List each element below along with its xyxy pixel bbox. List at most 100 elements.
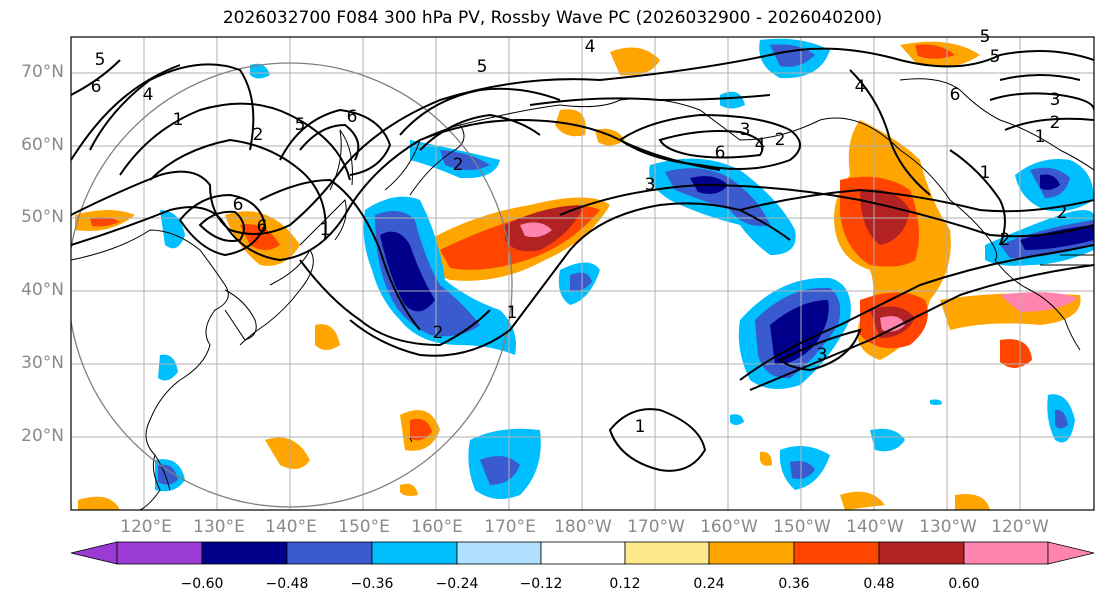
contour-label: 5 — [295, 115, 306, 135]
colorbar-tick: 0.36 — [778, 576, 810, 592]
lon-label: 150°W — [773, 517, 831, 537]
lon-label: 160°E — [411, 517, 463, 537]
lon-label: 160°W — [700, 517, 758, 537]
contour-label: 6 — [715, 143, 726, 163]
contour-label: 2 — [433, 323, 444, 343]
pv-blob — [250, 63, 270, 79]
contour-label: 2 — [1057, 203, 1068, 223]
contour-label: 1 — [173, 110, 184, 130]
colorbar-swatch — [708, 541, 795, 565]
contour-label: 4 — [755, 135, 766, 155]
pv-shading — [75, 38, 1094, 510]
pv-blob — [78, 496, 120, 510]
contour-label: 6 — [91, 77, 102, 97]
lon-label: 140°E — [265, 517, 317, 537]
colorbar-swatch — [878, 541, 965, 565]
lon-label: 180°W — [554, 517, 612, 537]
colorbar-swatch — [963, 541, 1049, 565]
lon-label: 130°E — [193, 517, 245, 537]
pv-blob — [1040, 174, 1060, 190]
pv-blob — [930, 399, 942, 405]
lon-label: 170°W — [627, 517, 685, 537]
lat-label: 30°N — [21, 353, 64, 373]
pv-blob — [790, 461, 815, 479]
lat-label: 20°N — [21, 426, 64, 446]
pv-blob — [1000, 339, 1032, 369]
lon-label: 140°W — [846, 517, 904, 537]
pv-blob — [880, 316, 905, 332]
colorbar-tick: −0.36 — [350, 576, 394, 592]
colorbar-swatch — [116, 541, 203, 565]
contour-label: 1 — [507, 303, 518, 323]
contour-label: 1 — [320, 220, 331, 240]
pv-blob — [555, 109, 586, 137]
colorbar-swatch — [456, 541, 542, 565]
pv-blob — [760, 451, 772, 466]
colorbar-extend-low — [70, 541, 118, 565]
pv-blob — [1055, 409, 1068, 429]
contour-label: 5 — [477, 57, 488, 77]
colorbar-tick: −0.24 — [435, 576, 479, 592]
colorbar-tick: −0.48 — [265, 576, 309, 592]
lon-label: 120°W — [991, 517, 1049, 537]
pv-blob — [720, 91, 745, 109]
colorbar-swatch — [793, 541, 880, 565]
contour-label: 2 — [775, 130, 786, 150]
pv-blob — [955, 494, 990, 510]
lat-label: 40°N — [21, 280, 64, 300]
pv-blob — [315, 324, 340, 350]
pv-blob — [870, 428, 905, 452]
contour-label: 2 — [453, 155, 464, 175]
contour-label: 6 — [347, 107, 358, 127]
colorbar-swatch — [201, 541, 288, 565]
pv-blob — [915, 44, 955, 59]
pv-blob — [520, 222, 552, 238]
contour-label: 6 — [257, 217, 268, 237]
lat-label: 70°N — [21, 62, 64, 82]
pv-blob — [265, 437, 310, 469]
contour-label: 5 — [990, 47, 1001, 67]
contour-label: 4 — [143, 85, 154, 105]
pv-blob — [240, 224, 280, 250]
colorbar-swatch — [624, 541, 710, 565]
lon-label: 120°E — [120, 517, 172, 537]
contour-label: 1 — [1035, 127, 1046, 147]
map-title: 2026032700 F084 300 hPa PV, Rossby Wave … — [222, 8, 883, 28]
contour-label: 3 — [740, 120, 751, 140]
contour-label: 5 — [95, 50, 106, 70]
contour-label: 2 — [253, 125, 264, 145]
pv-blob — [840, 491, 885, 510]
pv-blob — [410, 418, 432, 441]
colorbar-tick: 0.60 — [948, 576, 980, 592]
colorbar-tick: −0.60 — [180, 576, 224, 592]
lat-label: 60°N — [21, 135, 64, 155]
lon-label: 150°E — [338, 517, 390, 537]
contour-label: 3 — [1050, 90, 1061, 110]
pv-blob — [158, 354, 178, 381]
coastlines — [71, 78, 1094, 510]
lat-label: 50°N — [21, 207, 64, 227]
pv-blob — [90, 217, 120, 227]
contour-label: 6 — [233, 195, 244, 215]
contour-label: 4 — [855, 77, 866, 97]
colorbar-extend-high — [1047, 541, 1095, 565]
pv-blob — [610, 47, 660, 76]
pv-blob — [770, 300, 829, 365]
colorbar-swatch — [540, 541, 626, 565]
contour-label: 1 — [980, 163, 991, 183]
plot-frame — [70, 36, 1095, 511]
pv-blob — [1020, 225, 1094, 250]
pv-contours — [71, 47, 1094, 472]
lon-label: 130°W — [919, 517, 977, 537]
lon-label: 170°E — [484, 517, 536, 537]
colorbar-tick: 0.48 — [863, 576, 895, 592]
pv-blob — [570, 272, 592, 292]
contour-label: 4 — [585, 37, 596, 57]
pv-blob — [730, 414, 744, 425]
contour-label: 2 — [1000, 230, 1011, 250]
pv-blob — [480, 456, 520, 485]
colorbar-tick: −0.12 — [519, 576, 563, 592]
pv-blob — [400, 483, 418, 496]
colorbar — [70, 541, 1095, 565]
